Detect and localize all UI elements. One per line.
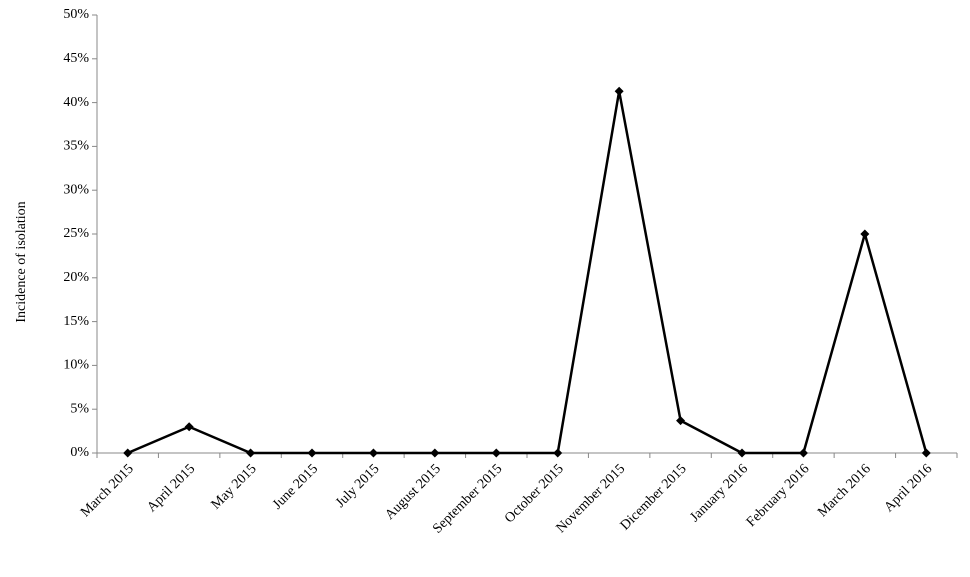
x-tick-label: April 2015 [144,461,198,515]
marker [553,448,563,458]
y-tick-label: 10% [63,358,89,373]
x-tick-label: January 2016 [687,461,751,525]
x-tick-label: April 2016 [882,461,936,515]
marker [123,448,133,458]
x-tick-label: May 2015 [209,461,260,512]
x-tick-label: July 2015 [333,461,382,510]
marker [430,448,440,458]
x-tick-label: October 2015 [502,461,567,526]
y-tick-label: 35% [63,139,89,154]
marker [798,448,808,458]
marker [921,448,931,458]
marker [676,416,686,426]
marker [737,448,747,458]
x-tick-label: March 2016 [815,461,874,520]
y-tick-label: 30% [63,182,89,197]
x-tick-label: June 2015 [270,461,321,512]
marker [491,448,501,458]
y-tick-label: 25% [63,226,89,241]
marker [184,422,194,432]
y-tick-label: 20% [63,270,89,285]
marker [307,448,317,458]
y-tick-label: 50% [63,7,89,22]
marker [614,86,624,96]
y-tick-label: 45% [63,51,89,66]
y-tick-label: 5% [70,401,89,416]
marker [246,448,256,458]
x-tick-label: August 2015 [382,461,443,522]
y-tick-label: 0% [70,445,89,460]
x-tick-label: February 2016 [744,461,813,530]
data-line [127,89,928,455]
x-tick-label: Dicember 2015 [618,461,690,533]
x-tick-label: March 2015 [78,461,137,520]
y-tick-label: 15% [63,314,89,329]
marker [860,229,870,239]
y-tick-label: 40% [63,95,89,110]
marker [368,448,378,458]
y-axis-title: Incidence of isolation [14,201,29,322]
